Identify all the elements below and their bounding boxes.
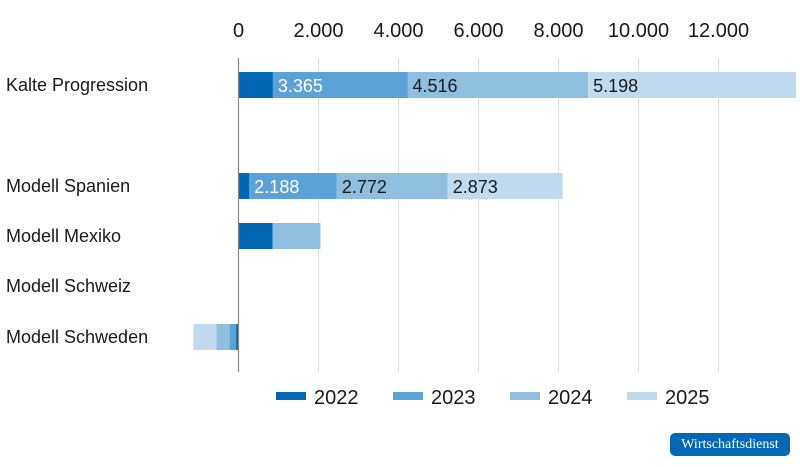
data-label: 2.188 — [254, 177, 299, 197]
bar-segment-2024 — [407, 72, 589, 98]
bar-segment-2023 — [272, 72, 408, 98]
legend-swatch-2023 — [393, 392, 423, 400]
x-tick-label: 6.000 — [453, 20, 503, 42]
category-label: Modell Spanien — [6, 176, 130, 196]
bar-segment-2025 — [447, 173, 563, 199]
category-label: Modell Mexiko — [6, 226, 121, 246]
category-label: Modell Schweden — [6, 327, 148, 347]
data-label: 2.873 — [453, 177, 498, 197]
bar-segment-2024 — [336, 173, 448, 199]
legend-swatch-2025 — [627, 392, 657, 400]
category-label: Modell Schweiz — [6, 276, 131, 296]
data-label: 2.772 — [342, 177, 387, 197]
category-label: Kalte Progression — [6, 75, 148, 95]
x-tick-label: 8.000 — [533, 20, 583, 42]
bar-segment-2024 — [216, 324, 230, 350]
bar-segment-2022 — [238, 223, 273, 249]
legend-swatch-2022 — [276, 392, 306, 400]
bar-segment-2023 — [249, 173, 337, 199]
x-tick-label: 2.000 — [293, 20, 343, 42]
bar-segment-2022 — [236, 324, 239, 350]
x-tick-label: 12.000 — [688, 20, 749, 42]
data-label: 3.365 — [278, 76, 323, 96]
bar-segment-2025 — [588, 72, 797, 98]
x-tick-label: 4.000 — [373, 20, 423, 42]
x-tick-label: 0 — [233, 20, 244, 42]
bar-segment-2024 — [272, 223, 321, 249]
data-label: 4.516 — [413, 76, 458, 96]
x-tick-label: 10.000 — [608, 20, 669, 42]
legend-label: 2022 — [314, 387, 359, 409]
legend-swatch-2024 — [510, 392, 540, 400]
bar-segment-2022 — [238, 72, 273, 98]
legend-label: 2025 — [665, 387, 710, 409]
source-badge: Wirtschaftsdienst — [670, 433, 790, 456]
data-label: 5.198 — [593, 76, 638, 96]
bar-segment-2023 — [229, 324, 237, 350]
bar-segment-2022 — [238, 173, 250, 199]
legend-label: 2023 — [431, 387, 476, 409]
bar-segment-2025 — [193, 324, 217, 350]
legend-label: 2024 — [548, 387, 593, 409]
